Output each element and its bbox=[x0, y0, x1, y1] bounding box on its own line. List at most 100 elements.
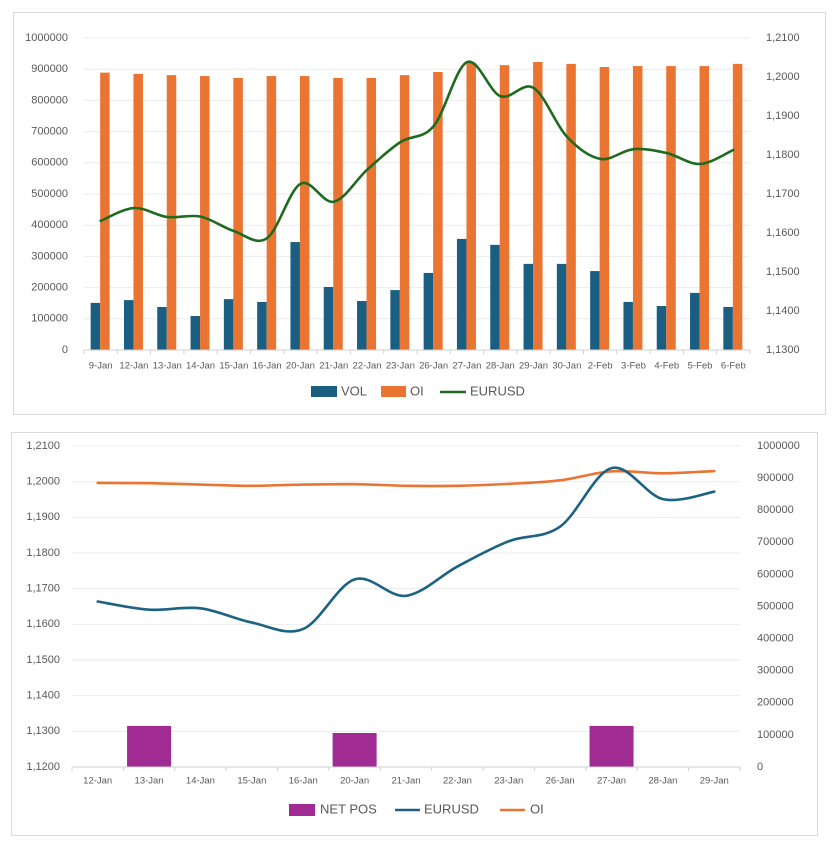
bar-vol bbox=[90, 302, 101, 350]
x-tick-label: 22-Jan bbox=[353, 361, 382, 372]
y-left-tick-label: 1000000 bbox=[25, 32, 68, 44]
y-left-tick-label: 1,1400 bbox=[26, 690, 60, 702]
bar-oi bbox=[566, 63, 576, 351]
y-left-tick-label: 1,1800 bbox=[26, 547, 60, 559]
y-left-tick-label: 400000 bbox=[31, 219, 68, 231]
y-left-tick-label: 1,1200 bbox=[26, 761, 60, 773]
y-left-tick-label: 800000 bbox=[31, 94, 68, 106]
bar-vol bbox=[590, 271, 600, 350]
x-tick-label: 14-Jan bbox=[186, 361, 215, 372]
x-tick-label: 30-Jan bbox=[552, 361, 581, 372]
bar-oi bbox=[333, 77, 343, 350]
x-tick-label: 16-Jan bbox=[253, 361, 282, 372]
legend-label-oi: OI bbox=[530, 801, 544, 816]
x-tick-label: 3-Feb bbox=[621, 361, 646, 372]
line-oi bbox=[96, 469, 716, 488]
bar-oi bbox=[433, 72, 443, 351]
y-right-tick-label: 600000 bbox=[757, 568, 794, 580]
x-tick-label: 12-Jan bbox=[119, 361, 148, 372]
x-tick-label: 21-Jan bbox=[391, 776, 420, 787]
y-left-tick-label: 1,1700 bbox=[26, 583, 60, 595]
x-tick-label: 12-Jan bbox=[83, 776, 112, 787]
x-tick-label: 23-Jan bbox=[386, 361, 415, 372]
y-right-tick-label: 400000 bbox=[757, 633, 794, 645]
bar-vol bbox=[123, 300, 134, 350]
x-tick-label: 23-Jan bbox=[494, 776, 523, 787]
x-tick-label: 29-Jan bbox=[700, 776, 729, 787]
y-right-tick-label: 100000 bbox=[757, 729, 794, 741]
bar-oi bbox=[499, 65, 510, 351]
bar-vol bbox=[556, 263, 567, 350]
y-right-tick-label: 1,1400 bbox=[766, 305, 800, 317]
y-right-tick-label: 1,1900 bbox=[766, 110, 800, 122]
bar-vol bbox=[456, 238, 467, 350]
bar-oi bbox=[133, 73, 143, 350]
x-tick-label: 13-Jan bbox=[153, 361, 182, 372]
bar-oi bbox=[100, 72, 110, 350]
legend-swatch-oi bbox=[381, 386, 406, 397]
y-left-tick-label: 1,1500 bbox=[26, 654, 60, 666]
y-right-tick-label: 200000 bbox=[757, 697, 794, 709]
x-tick-label: 21-Jan bbox=[319, 361, 348, 372]
x-tick-label: 5-Feb bbox=[688, 361, 713, 372]
legend-label-oi: OI bbox=[410, 383, 424, 398]
y-right-tick-label: 1,2100 bbox=[766, 32, 800, 44]
y-right-tick-label: 900000 bbox=[757, 472, 794, 484]
bar-vol bbox=[390, 290, 400, 350]
x-tick-label: 27-Jan bbox=[452, 361, 481, 372]
y-right-tick-label: 1,2000 bbox=[766, 71, 800, 83]
line-eurusd bbox=[99, 60, 735, 243]
bar-oi bbox=[366, 77, 377, 350]
x-tick-label: 26-Jan bbox=[546, 776, 575, 787]
y-right-tick-label: 300000 bbox=[757, 665, 794, 677]
x-tick-label: 16-Jan bbox=[289, 776, 318, 787]
x-tick-label: 28-Jan bbox=[648, 776, 677, 787]
bar-oi bbox=[699, 66, 710, 350]
bar-oi bbox=[732, 63, 743, 351]
y-left-tick-label: 1,1900 bbox=[26, 511, 60, 523]
y-left-tick-label: 0 bbox=[62, 344, 68, 356]
bar-oi bbox=[533, 62, 543, 351]
y-right-tick-label: 500000 bbox=[757, 600, 794, 612]
bar-vol bbox=[357, 301, 367, 350]
line-eurusd bbox=[96, 466, 716, 633]
bar-oi bbox=[399, 75, 410, 351]
bar-vol bbox=[623, 301, 633, 350]
bar-net-pos bbox=[589, 725, 634, 767]
bar-vol bbox=[656, 306, 667, 350]
legend-label-eurusd: EURUSD bbox=[424, 801, 479, 816]
bar-vol bbox=[423, 272, 434, 350]
legend-swatch-net-pos bbox=[289, 804, 315, 816]
bar-vol bbox=[723, 306, 733, 350]
bar-vol bbox=[157, 306, 167, 350]
bar-vol bbox=[490, 244, 500, 350]
y-left-tick-label: 300000 bbox=[31, 250, 68, 262]
bar-net-pos bbox=[332, 732, 377, 767]
bar-oi bbox=[666, 66, 676, 350]
x-tick-label: 27-Jan bbox=[597, 776, 626, 787]
legend-swatch-vol bbox=[311, 386, 337, 397]
y-left-tick-label: 1,2100 bbox=[26, 440, 60, 452]
legend-label-net-pos: NET POS bbox=[320, 801, 377, 816]
y-left-tick-label: 600000 bbox=[31, 157, 68, 169]
bar-oi bbox=[233, 77, 243, 350]
bar-oi bbox=[200, 76, 210, 351]
bar-vol bbox=[323, 286, 334, 350]
y-right-tick-label: 1,1500 bbox=[766, 266, 800, 278]
x-tick-label: 6-Feb bbox=[721, 361, 746, 372]
y-left-tick-label: 1,1600 bbox=[26, 618, 60, 630]
x-tick-label: 2-Feb bbox=[588, 361, 613, 372]
x-tick-label: 28-Jan bbox=[486, 361, 515, 372]
y-left-tick-label: 1,2000 bbox=[26, 476, 60, 488]
x-tick-label: 13-Jan bbox=[135, 776, 164, 787]
x-tick-label: 9-Jan bbox=[89, 361, 113, 372]
bar-oi bbox=[266, 76, 277, 351]
bar-vol bbox=[290, 242, 300, 350]
y-right-tick-label: 1,1700 bbox=[766, 188, 800, 200]
x-tick-label: 15-Jan bbox=[237, 776, 266, 787]
x-tick-label: 4-Feb bbox=[654, 361, 679, 372]
y-right-tick-label: 700000 bbox=[757, 536, 794, 548]
y-left-tick-label: 900000 bbox=[31, 63, 68, 75]
y-right-tick-label: 800000 bbox=[757, 504, 794, 516]
